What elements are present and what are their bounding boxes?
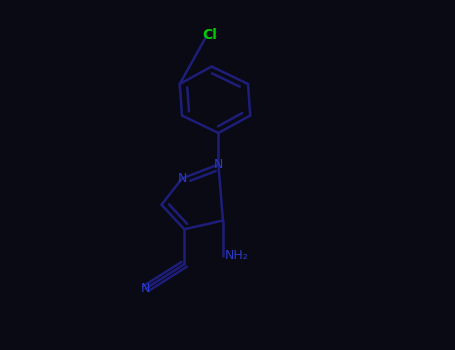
- Text: Cl: Cl: [202, 28, 217, 42]
- Text: N: N: [141, 282, 150, 295]
- Text: N: N: [214, 158, 223, 171]
- Text: N: N: [177, 172, 187, 185]
- Text: NH₂: NH₂: [225, 249, 249, 262]
